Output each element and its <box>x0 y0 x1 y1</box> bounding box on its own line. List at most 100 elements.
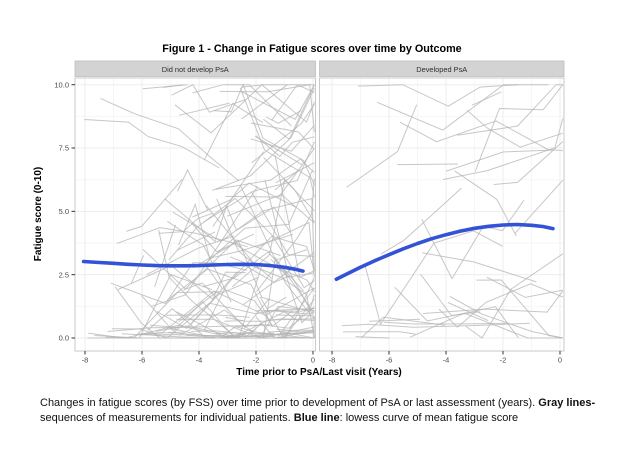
patient-line <box>205 169 314 264</box>
panel-border <box>319 77 565 352</box>
patient-line <box>276 328 315 333</box>
patient-line <box>250 122 315 150</box>
x-tick-label: -2 <box>253 356 260 365</box>
patient-line <box>446 149 554 172</box>
patient-line <box>141 331 184 335</box>
patient-line <box>224 320 244 322</box>
patient-line <box>269 263 315 292</box>
patient-line <box>178 202 294 259</box>
patient-line <box>100 97 240 182</box>
patient-line <box>203 235 315 331</box>
patient-line <box>151 186 259 307</box>
chart-svg: Did not develop PsA -8 -6 -4 -2 0 Developed Ps… <box>33 60 565 378</box>
patient-line <box>231 178 315 288</box>
patient-line <box>156 277 259 330</box>
patient-line <box>466 109 564 148</box>
facet-strip <box>74 60 316 77</box>
patient-line <box>341 322 530 328</box>
fatigue-chart: Did not develop PsA -8 -6 -4 -2 0 Developed Ps… <box>33 60 565 378</box>
x-tick-label: -2 <box>500 356 507 365</box>
patient-line <box>166 268 293 328</box>
x-tick-label: -6 <box>139 356 146 365</box>
patient-line <box>360 316 446 339</box>
patient-line <box>183 239 281 291</box>
patient-line <box>192 240 315 313</box>
patient-line <box>202 141 315 223</box>
patient-line <box>158 229 256 339</box>
patient-line <box>346 104 418 188</box>
patient-line <box>262 249 308 338</box>
patient-line <box>167 220 232 303</box>
x-tick-label: -8 <box>82 356 89 365</box>
patient-line <box>343 331 416 335</box>
patient-line <box>493 141 564 185</box>
patient-line <box>174 84 315 134</box>
figure-caption: Changes in fatigue scores (by FSS) over … <box>40 396 600 426</box>
caption-text: : lowess curve of mean fatigue score <box>339 412 519 424</box>
patient-line <box>130 255 145 284</box>
x-tick-label: -4 <box>196 356 203 365</box>
patient-line <box>397 163 459 166</box>
patient-line <box>263 84 315 141</box>
patient-line <box>177 168 209 211</box>
lowess-line <box>334 222 555 282</box>
patient-line <box>457 84 563 136</box>
patient-line <box>255 135 315 158</box>
panel-border <box>74 77 316 352</box>
caption-line-1: Changes in fatigue scores (by FSS) over … <box>40 396 600 411</box>
patient-line <box>257 221 315 277</box>
patient-line <box>423 290 564 314</box>
figure-title: Figure 1 - Change in Fatigue scores over… <box>162 43 462 55</box>
facet-strip-label: Developed PsA <box>416 65 467 74</box>
patient-line <box>171 84 245 113</box>
patient-line <box>203 102 263 161</box>
patient-line <box>465 253 564 339</box>
y-tick-label: 2.5 <box>59 270 69 279</box>
patient-line <box>267 296 287 309</box>
y-tick-label: 10.0 <box>54 80 69 89</box>
patient-line <box>355 336 390 339</box>
y-tick-label: 7.5 <box>59 144 69 153</box>
x-tick-label: -6 <box>386 356 393 365</box>
patient-line <box>369 318 421 322</box>
patient-line <box>380 187 462 255</box>
patient-line <box>117 264 246 300</box>
patient-line <box>254 135 303 166</box>
patient-line <box>384 321 508 325</box>
patient-line <box>141 295 276 338</box>
patient-line <box>191 222 255 253</box>
patient-line <box>164 198 291 243</box>
patient-line <box>121 333 245 337</box>
patient-line <box>147 308 207 339</box>
patient-line <box>212 151 265 227</box>
patient-line <box>172 197 315 272</box>
patient-line <box>230 241 315 324</box>
x-tick-label: 0 <box>311 356 315 365</box>
patient-line <box>213 83 315 186</box>
patient-line <box>107 324 258 332</box>
x-tick-label: 0 <box>558 356 562 365</box>
patient-line <box>178 102 230 116</box>
patient-line <box>271 84 315 121</box>
patient-line <box>154 224 176 288</box>
patient-line <box>442 118 564 180</box>
patient-line <box>126 178 183 232</box>
chart-generated-content: Did not develop PsA -8 -6 -4 -2 0 Developed Ps… <box>54 60 565 365</box>
patient-line <box>409 312 563 339</box>
patient-line <box>399 120 563 152</box>
patient-line <box>376 84 549 131</box>
patient-line <box>203 263 273 326</box>
caption-text: sequences of measurements for individual… <box>40 412 294 424</box>
facet-strip-label: Did not develop PsA <box>162 65 229 74</box>
x-tick-label: -8 <box>329 356 336 365</box>
patient-line <box>212 87 315 191</box>
y-axis-title: Fatigue score (0-10) <box>33 167 44 261</box>
patient-line <box>422 252 537 283</box>
patient-line <box>474 84 564 172</box>
patient-line <box>179 305 315 339</box>
patient-line <box>364 230 503 326</box>
patient-line <box>447 302 489 322</box>
caption-text: Changes in fatigue scores (by FSS) over … <box>40 397 539 409</box>
patient-line <box>357 84 519 107</box>
